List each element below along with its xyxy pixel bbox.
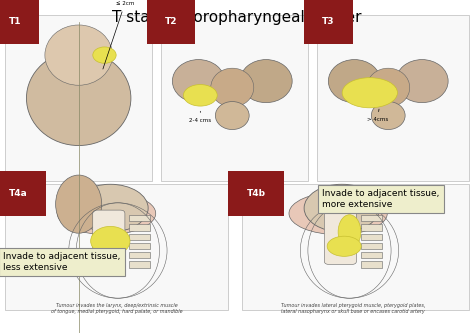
Text: T1: T1 <box>9 17 21 26</box>
Text: T3: T3 <box>322 17 335 26</box>
FancyBboxPatch shape <box>93 210 125 265</box>
Text: T4b: T4b <box>246 189 265 198</box>
Ellipse shape <box>327 236 361 256</box>
Ellipse shape <box>183 85 217 106</box>
Ellipse shape <box>105 250 120 267</box>
Ellipse shape <box>367 68 410 107</box>
FancyBboxPatch shape <box>5 184 228 310</box>
Text: T4a: T4a <box>9 189 28 198</box>
Ellipse shape <box>342 78 398 108</box>
FancyBboxPatch shape <box>5 15 152 181</box>
FancyBboxPatch shape <box>129 215 150 221</box>
Text: Invade to adjacent tissue,
less extensive: Invade to adjacent tissue, less extensiv… <box>3 252 120 272</box>
Ellipse shape <box>289 192 387 234</box>
Text: T2: T2 <box>164 17 177 26</box>
FancyBboxPatch shape <box>129 252 150 259</box>
Text: ≤ 2cm: ≤ 2cm <box>103 1 134 69</box>
FancyBboxPatch shape <box>129 233 150 240</box>
Text: Tumour invades the larynx, deep/extrinsic muscle
of tongue, medial pterygoid, ha: Tumour invades the larynx, deep/extrinsi… <box>51 304 182 314</box>
Ellipse shape <box>91 226 130 256</box>
Ellipse shape <box>45 25 112 85</box>
FancyBboxPatch shape <box>361 262 382 268</box>
Ellipse shape <box>240 59 292 103</box>
Ellipse shape <box>211 68 254 107</box>
Ellipse shape <box>328 59 381 103</box>
Text: 2-4 cms: 2-4 cms <box>189 111 211 123</box>
Ellipse shape <box>173 59 225 103</box>
FancyBboxPatch shape <box>361 252 382 259</box>
Ellipse shape <box>371 102 405 130</box>
FancyBboxPatch shape <box>242 184 469 310</box>
Ellipse shape <box>57 192 156 234</box>
FancyBboxPatch shape <box>318 15 469 181</box>
FancyBboxPatch shape <box>129 243 150 249</box>
FancyBboxPatch shape <box>161 15 308 181</box>
Ellipse shape <box>304 184 380 232</box>
Ellipse shape <box>215 102 249 130</box>
Text: Tumour invades lateral pterygoid muscle, pterygoid plates,
lateral nasopharynx o: Tumour invades lateral pterygoid muscle,… <box>281 304 425 314</box>
FancyBboxPatch shape <box>129 224 150 231</box>
Text: T stage of oropharyngeal cancer: T stage of oropharyngeal cancer <box>112 10 362 25</box>
Ellipse shape <box>338 215 361 249</box>
Ellipse shape <box>93 47 116 63</box>
Text: > 4cms: > 4cms <box>367 109 388 122</box>
FancyBboxPatch shape <box>361 233 382 240</box>
Ellipse shape <box>396 59 448 103</box>
FancyBboxPatch shape <box>361 224 382 231</box>
FancyBboxPatch shape <box>361 243 382 249</box>
FancyBboxPatch shape <box>361 215 382 221</box>
Ellipse shape <box>73 184 148 232</box>
Ellipse shape <box>27 51 131 146</box>
FancyBboxPatch shape <box>324 210 356 265</box>
Ellipse shape <box>55 175 102 233</box>
Text: Invade to adjacent tissue,
more extensive: Invade to adjacent tissue, more extensiv… <box>322 189 439 209</box>
FancyBboxPatch shape <box>129 262 150 268</box>
